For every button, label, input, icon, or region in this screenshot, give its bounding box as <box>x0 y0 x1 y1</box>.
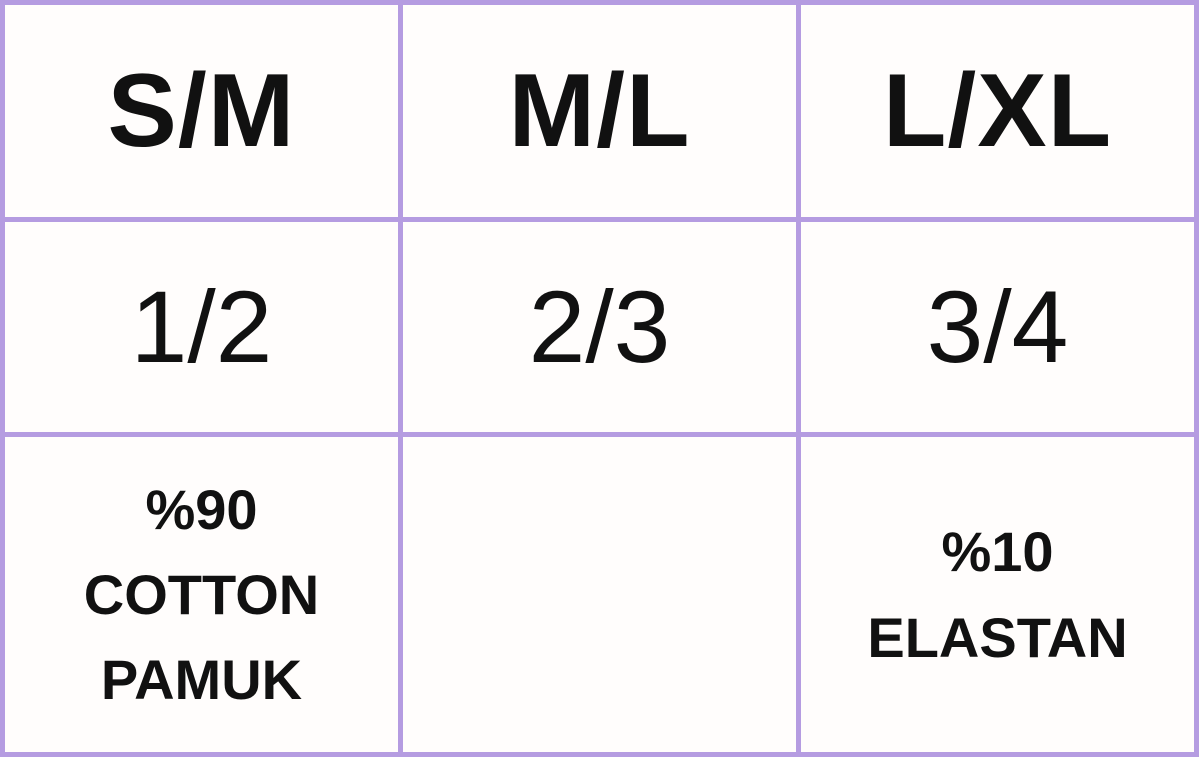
ratio-cell-sm: 1/2 <box>0 217 403 437</box>
table-row-ratios: 1/2 2/3 3/4 <box>0 217 1199 437</box>
table-row-composition: %90 COTTON PAMUK %10 ELASTAN <box>0 432 1199 757</box>
composition-cell-cotton: %90 COTTON PAMUK <box>0 432 403 757</box>
table-row-sizes: S/M M/L L/XL <box>0 0 1199 222</box>
composition-cell-empty <box>398 432 801 757</box>
size-header-ml: M/L <box>398 0 801 222</box>
composition-cell-elastan: %10 ELASTAN <box>796 432 1199 757</box>
size-header-sm: S/M <box>0 0 403 222</box>
ratio-cell-ml: 2/3 <box>398 217 801 437</box>
size-header-lxl: L/XL <box>796 0 1199 222</box>
ratio-cell-lxl: 3/4 <box>796 217 1199 437</box>
